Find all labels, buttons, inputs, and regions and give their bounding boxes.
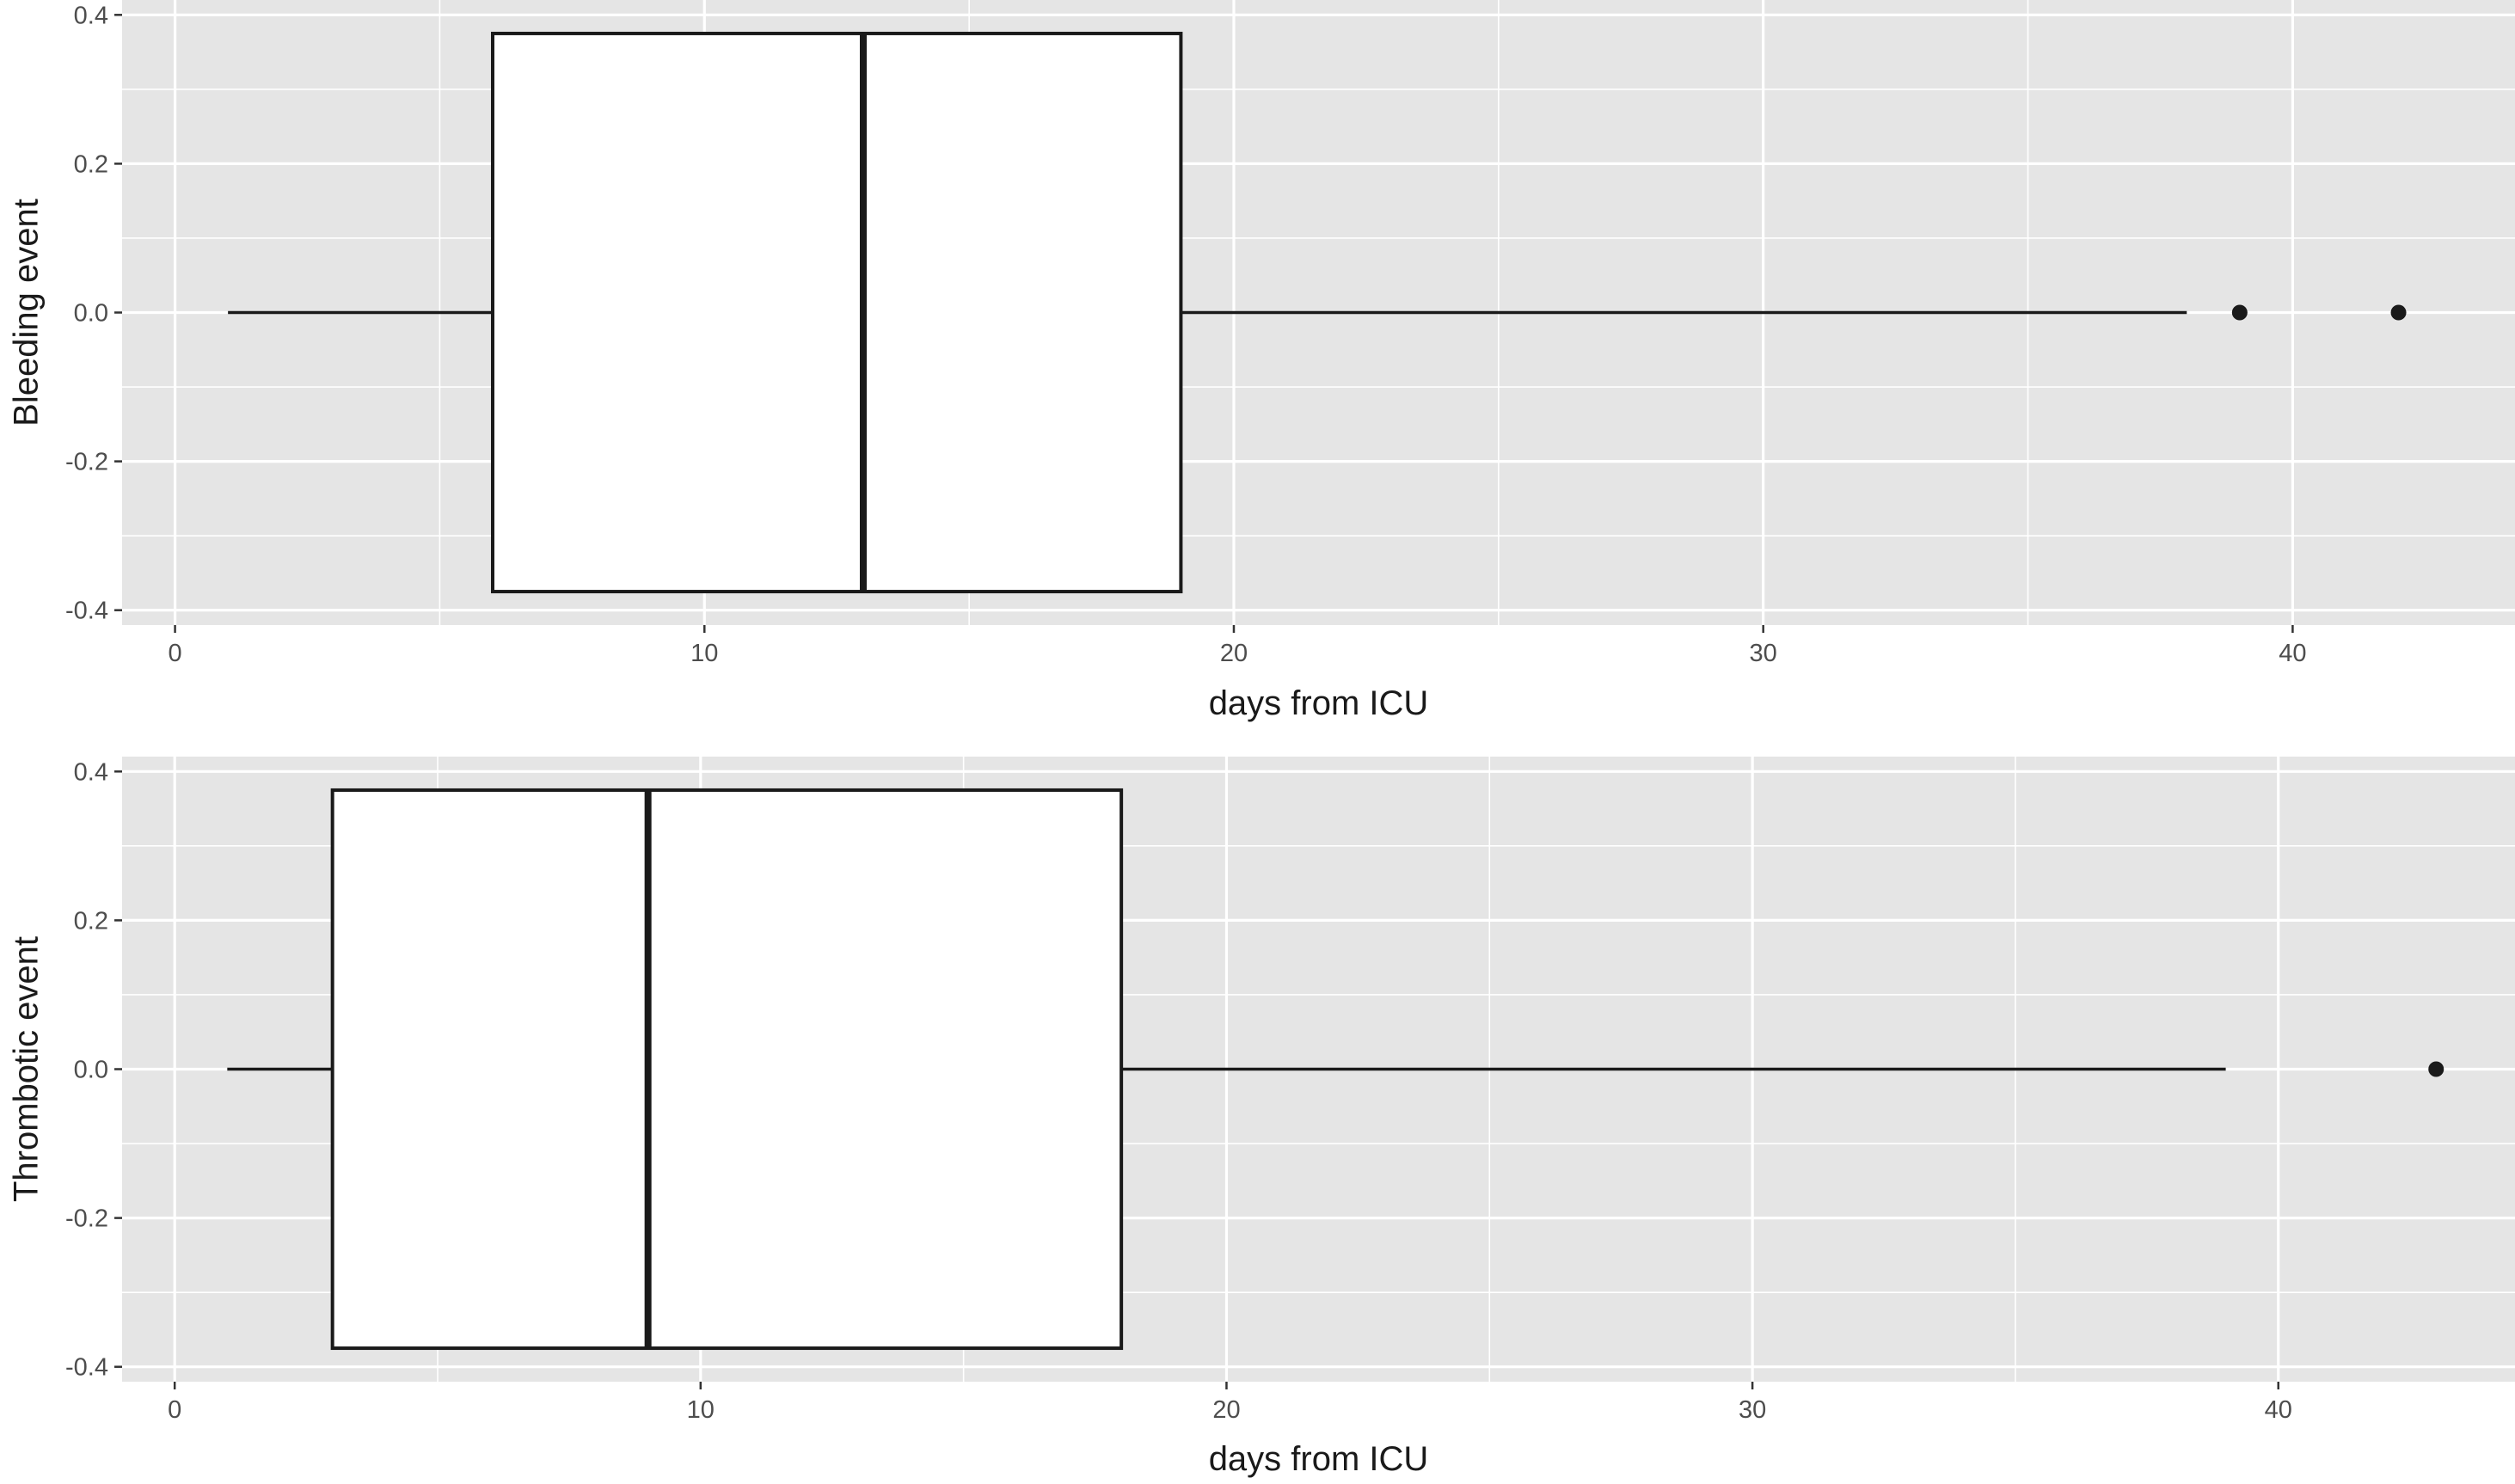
x-tick-label: 0 [169, 640, 182, 667]
x-tick-label: 40 [2265, 1396, 2292, 1424]
x-axis-title: days from ICU [1209, 684, 1429, 722]
x-tick-label: 30 [1750, 640, 1777, 667]
y-tick-label: 0.0 [74, 300, 108, 328]
x-tick-label: 20 [1212, 1396, 1240, 1424]
chart-panel-2: 0 10 20 30 40 -0.4 -0.2 0.0 0.2 0.4 days from ICU T… [8, 757, 2515, 1478]
outlier-point [2428, 1061, 2444, 1077]
box-iqr [490, 31, 1183, 594]
outlier-point [2231, 304, 2248, 321]
x-tick-label: 10 [690, 640, 718, 667]
x-tick-label: 20 [1220, 640, 1248, 667]
y-tick-label: 0.0 [74, 1057, 108, 1084]
y-tick-label: 0.2 [74, 150, 108, 178]
x-tick-label: 10 [687, 1396, 715, 1424]
y-tick-label: 0.4 [74, 2, 108, 29]
outlier-point [2390, 304, 2407, 321]
y-tick-label: -0.4 [65, 1354, 108, 1382]
x-tick-label: 30 [1739, 1396, 1766, 1424]
y-tick-label: -0.4 [65, 598, 108, 625]
y-tick-label: 0.4 [74, 758, 108, 786]
y-axis-title: Bleeding event [8, 199, 46, 426]
x-axis-title: days from ICU [1209, 1440, 1429, 1478]
y-tick-label: -0.2 [65, 1205, 108, 1233]
y-tick-label: -0.2 [65, 449, 108, 476]
x-tick-label: 0 [168, 1396, 181, 1424]
box-iqr [330, 788, 1124, 1351]
y-tick-label: 0.2 [74, 907, 108, 935]
chart-panel-1: 0 10 20 30 40 -0.4 -0.2 0.0 0.2 0.4 days from ICU B… [8, 0, 2515, 722]
y-axis-title: Thrombotic event [8, 936, 46, 1202]
x-tick-label: 40 [2279, 640, 2306, 667]
